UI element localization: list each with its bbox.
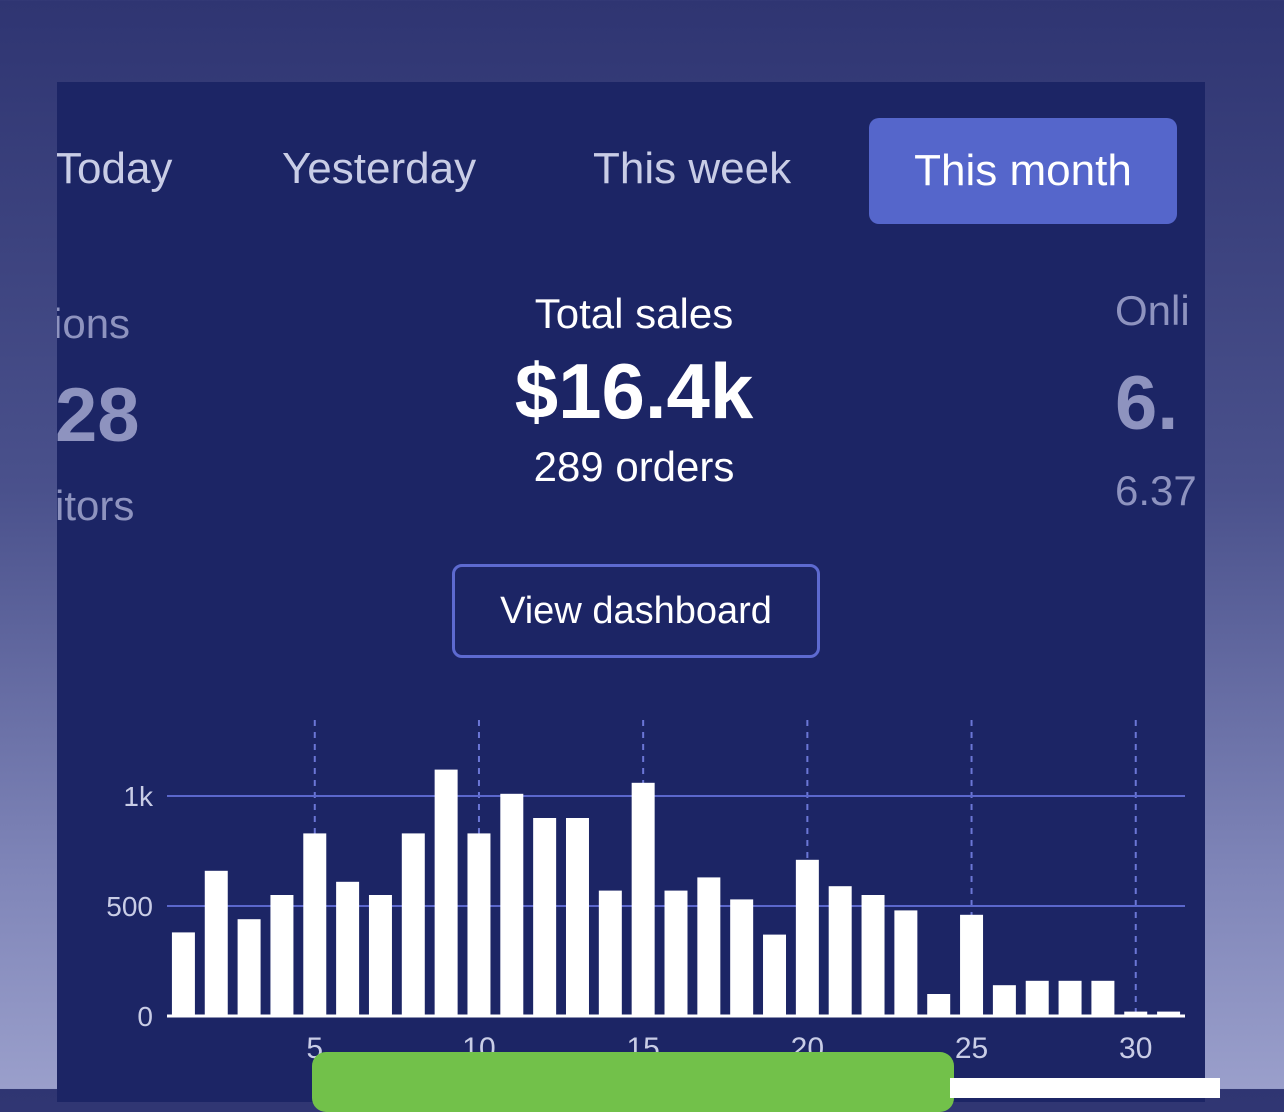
analytics-card: Today Yesterday This week This month ion… (57, 82, 1205, 1102)
view-dashboard-button[interactable]: View dashboard (452, 564, 820, 658)
bar (500, 793, 524, 1016)
bar (664, 890, 688, 1016)
bar (927, 994, 951, 1016)
visitors-label: itors (57, 482, 135, 529)
bar (894, 910, 918, 1016)
bar (434, 769, 458, 1016)
y-tick-label: 0 (137, 1001, 153, 1032)
y-tick-label: 500 (106, 891, 153, 922)
bar (171, 932, 195, 1016)
x-tick-label: 30 (1119, 1032, 1152, 1065)
green-action-bar[interactable] (312, 1052, 954, 1112)
bar (697, 877, 721, 1016)
bottom-white-strip (950, 1078, 1220, 1098)
bar (631, 782, 655, 1016)
bar (533, 818, 557, 1016)
bar (303, 833, 327, 1016)
online-label: Onli (1115, 287, 1190, 334)
bar (1058, 980, 1082, 1016)
bar (960, 914, 984, 1016)
bar (368, 895, 392, 1016)
bar (467, 833, 491, 1016)
tab-today[interactable]: Today (57, 144, 173, 193)
total-sales-metric: Total sales $16.4k 289 orders (434, 290, 834, 491)
online-sub: 6.37 (1115, 467, 1197, 514)
date-range-tabs: Today Yesterday This week This month (57, 82, 1205, 242)
bar (1124, 1011, 1148, 1016)
bar (763, 934, 787, 1016)
sessions-value: 28 (57, 373, 140, 458)
bar (861, 895, 885, 1016)
bar (730, 899, 754, 1016)
bar (270, 895, 294, 1016)
sessions-label: ions (57, 300, 131, 347)
total-sales-value: $16.4k (514, 347, 754, 435)
online-value: 6. (1115, 361, 1179, 446)
tab-this-week[interactable]: This week (593, 144, 792, 193)
bar (1025, 980, 1049, 1016)
bar (1157, 1011, 1181, 1016)
bar (237, 919, 261, 1016)
bar (401, 833, 425, 1016)
bar (992, 985, 1016, 1016)
bar (204, 870, 228, 1016)
y-tick-label: 1k (123, 781, 154, 812)
bar (795, 859, 819, 1016)
bar (828, 886, 852, 1016)
total-sales-label: Total sales (534, 290, 734, 337)
tab-yesterday[interactable]: Yesterday (282, 144, 477, 193)
bar (1091, 980, 1115, 1016)
bar (336, 881, 360, 1016)
bar (565, 818, 589, 1016)
x-tick-label: 25 (955, 1032, 988, 1065)
orders-count: 289 orders (533, 443, 735, 490)
bar (598, 890, 622, 1016)
tab-this-month[interactable]: This month (869, 118, 1177, 224)
